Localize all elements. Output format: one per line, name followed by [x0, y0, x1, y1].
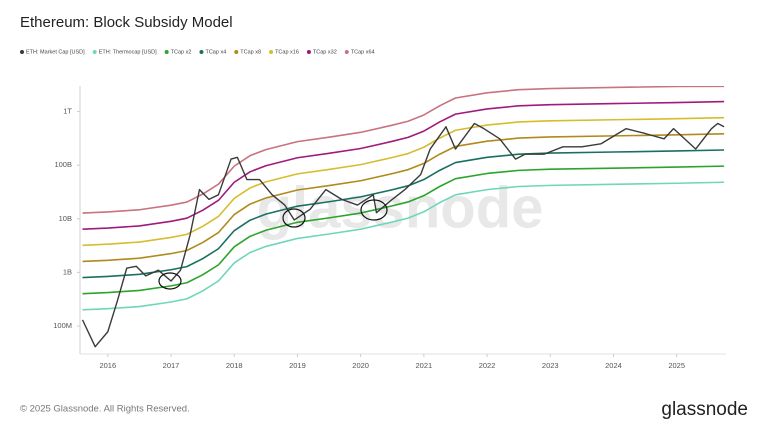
highlight-ellipse	[360, 199, 388, 221]
legend-marker	[269, 50, 274, 54]
legend-marker	[344, 50, 349, 54]
x-tick-label: 2023	[542, 361, 559, 370]
legend-label: TCap x32	[313, 49, 337, 55]
x-tick-label: 2018	[226, 361, 243, 370]
chart-title: Ethereum: Block Subsidy Model	[20, 14, 233, 31]
series-line	[82, 165, 725, 295]
legend-marker	[92, 50, 97, 54]
x-tick-label: 2017	[163, 361, 180, 370]
x-tick-label: 2021	[416, 361, 433, 370]
series-line	[82, 133, 725, 263]
y-tick-label: 100B	[54, 160, 72, 169]
y-tick-label: 1B	[63, 267, 72, 276]
legend-marker	[306, 50, 311, 54]
x-tick-label: 2019	[289, 361, 306, 370]
highlight-ellipse	[282, 208, 306, 228]
y-tick-label: 1T	[63, 107, 72, 116]
plot-lines	[81, 86, 725, 348]
legend: ETH: Market Cap [USD] ETH: Thermocap [USD…	[20, 49, 375, 55]
x-tick-label: 2024	[605, 361, 622, 370]
legend-label: TCap x8	[240, 49, 261, 55]
logo: glassnode	[661, 399, 748, 420]
x-tick-label: 2020	[352, 361, 369, 370]
legend-label: TCap x64	[351, 49, 375, 55]
watermark: glassnode	[257, 175, 544, 240]
legend-label: ETH: Market Cap [USD]	[26, 49, 85, 55]
highlight-ellipse	[158, 272, 182, 290]
legend-marker	[199, 50, 204, 54]
series-line	[82, 116, 725, 247]
x-tick-label: 2016	[99, 361, 116, 370]
x-tick-label: 2025	[668, 361, 685, 370]
y-tick-label: 10B	[59, 214, 72, 223]
series-line	[82, 100, 725, 230]
legend-marker	[234, 50, 239, 54]
legend-marker	[20, 50, 24, 54]
copyright: © 2025 Glassnode. All Rights Reserved.	[20, 404, 190, 415]
series-line	[82, 86, 725, 214]
legend-label: TCap x16	[275, 49, 299, 55]
x-tick-label: 2022	[479, 361, 496, 370]
legend-label: TCap x2	[171, 49, 192, 55]
y-tick-label: 100M	[53, 321, 72, 330]
series-line	[81, 122, 725, 348]
legend-label: ETH: Thermocap [USD]	[99, 49, 157, 55]
legend-label: TCap x4	[205, 49, 226, 55]
series-line	[82, 181, 725, 311]
legend-marker	[164, 50, 169, 54]
